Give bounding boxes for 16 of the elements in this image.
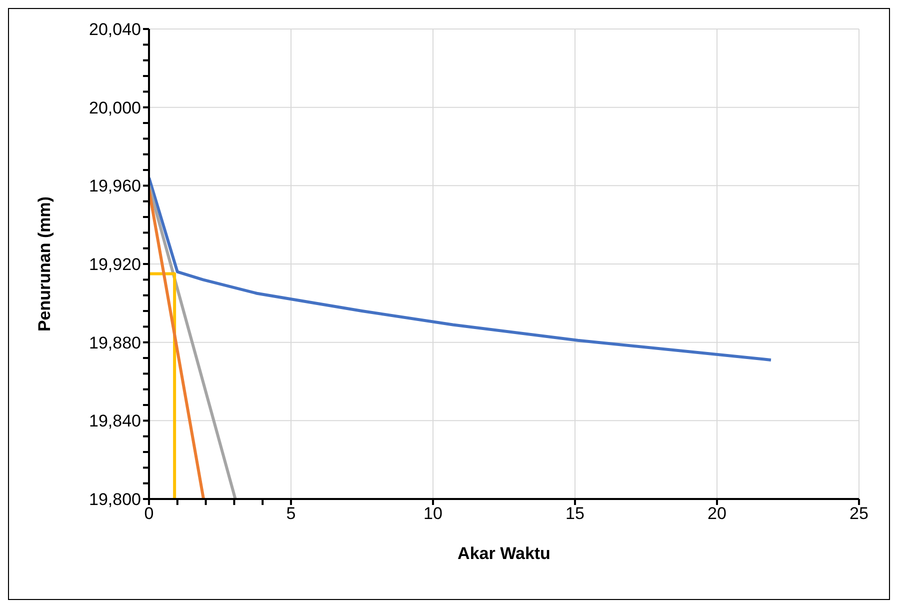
y-tick-label: 19,800 [89, 490, 141, 510]
y-tick-label: 19,880 [89, 333, 141, 352]
x-axis-title: Akar Waktu [458, 544, 550, 563]
x-tick-label: 0 [144, 504, 154, 524]
y-tick-label: 20,040 [89, 20, 141, 40]
x-tick-label: 20 [708, 504, 726, 524]
y-tick-label: 20,000 [89, 98, 141, 118]
y-tick-label: 19,840 [89, 412, 141, 431]
x-tick-label: 25 [850, 504, 868, 524]
y-axis-title: Penurunan (mm) [35, 196, 54, 332]
x-tick-label: 15 [566, 504, 584, 524]
y-tick-label: 19,920 [89, 255, 141, 274]
y-tick-label: 19,960 [89, 176, 141, 196]
x-tick-label: 5 [286, 504, 296, 524]
x-tick-label: 10 [424, 504, 442, 524]
line-series [149, 176, 772, 362]
